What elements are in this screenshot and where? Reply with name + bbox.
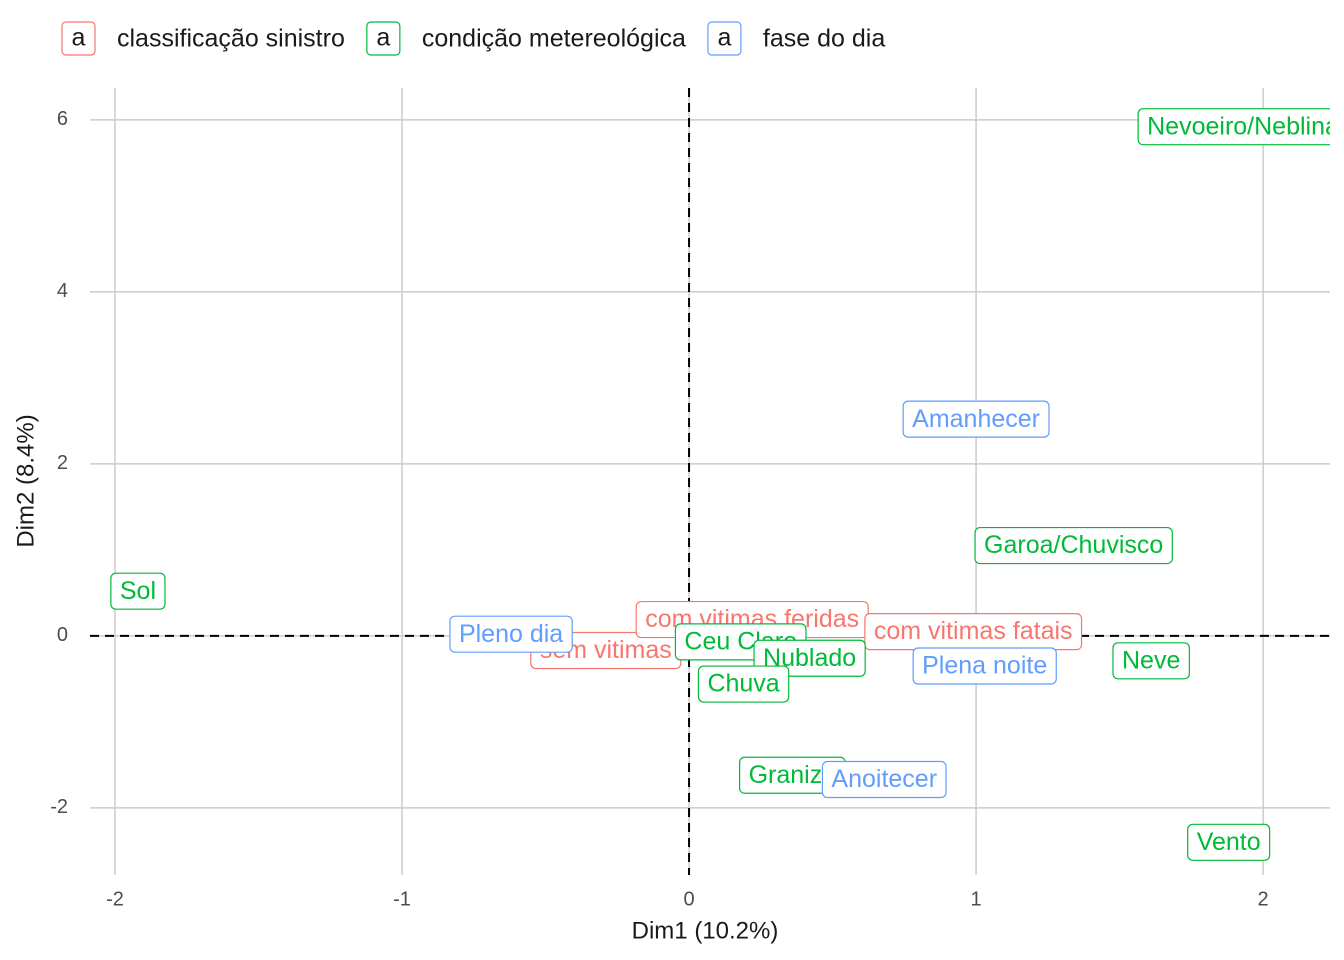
x-tick-label: -2	[106, 888, 124, 910]
label-text: Anoitecer	[831, 765, 937, 793]
label-box	[974, 526, 1173, 565]
label-box	[1112, 642, 1190, 680]
point-label: Nublado	[753, 639, 866, 677]
label-box	[697, 665, 790, 703]
label-text: Granizo	[749, 761, 837, 789]
legend-label: condição metereológica	[422, 25, 686, 53]
label-text: Plena noite	[922, 652, 1047, 680]
point-label: Chuva	[697, 665, 790, 703]
label-box	[902, 400, 1050, 438]
label-text: Pleno dia	[459, 620, 563, 648]
label-box	[1137, 108, 1330, 146]
point-label: Plena noite	[912, 647, 1057, 685]
label-box	[912, 647, 1057, 685]
point-label: Sol	[110, 572, 166, 610]
legend: a classificação sinistro a condição metereo…	[61, 21, 885, 56]
x-tick-label: 0	[683, 888, 694, 910]
label-text: Sol	[120, 577, 156, 605]
x-tick-label: -1	[393, 888, 411, 910]
label-box	[110, 572, 166, 610]
point-label: Anoitecer	[821, 760, 947, 799]
label-box	[821, 760, 947, 799]
legend-label: fase do dia	[763, 25, 885, 53]
label-text: Garoa/Chuvisco	[984, 531, 1163, 559]
label-text: Nevoeiro/Neblina	[1147, 112, 1339, 140]
x-axis-title: Dim1 (10.2%)	[632, 917, 779, 944]
y-tick-label: 2	[57, 452, 68, 474]
legend-key-glyph: a	[376, 24, 390, 52]
y-axis-title: Dim2 (8.4%)	[12, 414, 39, 547]
legend-key	[61, 21, 96, 56]
label-box	[449, 615, 573, 653]
legend-key	[366, 21, 401, 56]
label-text: Neve	[1122, 646, 1180, 674]
point-label: com vitimas fatais	[864, 612, 1083, 651]
point-label: Amanhecer	[902, 400, 1050, 438]
legend-key-glyph: a	[717, 24, 731, 52]
y-tick-label: 0	[57, 624, 68, 646]
point-label: Vento	[1187, 823, 1271, 861]
point-label: Neve	[1112, 642, 1190, 680]
point-label: Nevoeiro/Neblina	[1137, 108, 1339, 146]
legend-key	[707, 21, 742, 56]
y-tick-label: 6	[57, 108, 68, 130]
point-label: Garoa/Chuvisco	[974, 526, 1173, 565]
label-text: Chuva	[707, 670, 779, 698]
point-label: Pleno dia	[449, 615, 573, 653]
point-label: Granizo	[739, 756, 846, 794]
label-box	[1187, 823, 1271, 861]
label-text: Amanhecer	[912, 405, 1040, 433]
y-tick-label: -2	[50, 796, 68, 818]
x-tick-label: 2	[1258, 888, 1269, 910]
legend-label: classificação sinistro	[117, 25, 345, 53]
label-text: com vitimas fatais	[874, 617, 1073, 645]
y-tick-label: 4	[57, 280, 68, 302]
legend-key-glyph: a	[72, 24, 86, 52]
grid: -2 -1 0 1 2 -2 0 2 4 6	[50, 88, 1330, 910]
label-text: Vento	[1197, 828, 1261, 856]
x-tick-label: 1	[971, 888, 982, 910]
